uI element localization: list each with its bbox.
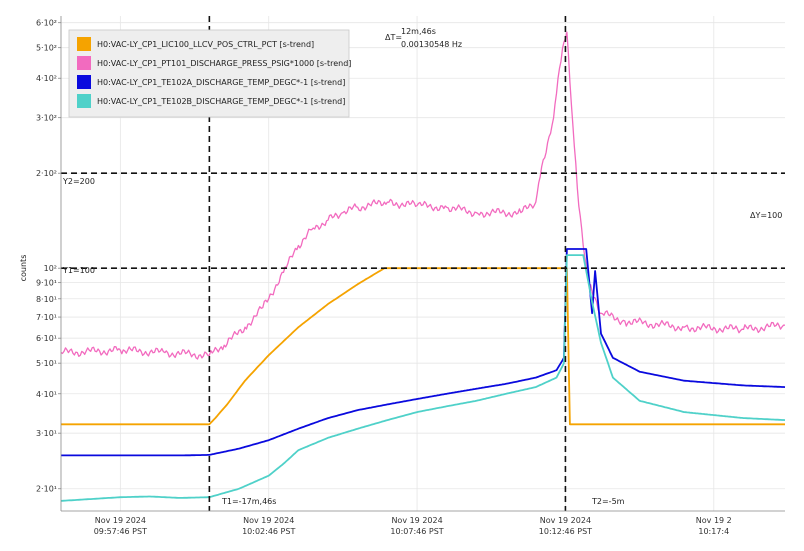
legend-swatch-2: [77, 56, 91, 70]
y-axis-ticks: 2·10¹ 3·10¹ 4·10¹ 5·10¹ 6·10¹ 7·10¹ 8·10¹ 9·10¹…: [36, 19, 61, 494]
legend: H0:VAC-LY_CP1_LIC100_LLCV_POS_CTRL_PCT […: [68, 29, 351, 118]
y-tick-label: 3·10²: [36, 114, 57, 123]
y-tick-label: 5·10¹: [36, 359, 57, 368]
y-tick-label: 9·10¹: [36, 279, 57, 288]
x-tick-label-time: 10:17:4: [698, 527, 729, 536]
x-tick-label-date: Nov 19 2024: [540, 516, 591, 525]
y-tick-label: 4·10²: [36, 74, 57, 83]
delta-t-freq: 0.00130548 Hz: [401, 40, 462, 49]
legend-swatch-1: [77, 37, 91, 51]
legend-swatch-3: [77, 75, 91, 89]
legend-entry-3: H0:VAC-LY_CP1_TE102A_DISCHARGE_TEMP_DEGC…: [97, 78, 345, 87]
y-tick-label: 8·10¹: [36, 295, 57, 304]
series-line-3: [61, 248, 786, 457]
delta-y-label: ΔY=100: [750, 211, 782, 220]
legend-entry-1: H0:VAC-LY_CP1_LIC100_LLCV_POS_CTRL_PCT […: [97, 40, 314, 49]
y-axis-label: counts: [19, 255, 28, 282]
x-axis-ticks: Nov 19 2024 09:57:46 PST Nov 19 2024 10:02:…: [94, 516, 732, 536]
cursor-t1-label: T1=-17m,46s: [221, 497, 276, 506]
y-tick-label: 3·10¹: [36, 429, 57, 438]
x-tick-label-date: Nov 19 2: [696, 516, 732, 525]
y-tick-label: 7·10¹: [36, 313, 57, 322]
y-tick-label: 2·10¹: [36, 485, 57, 494]
y-tick-label: 4·10¹: [36, 390, 57, 399]
delta-t-label: ΔT=: [385, 33, 402, 42]
x-tick-label-time: 10:02:46 PST: [242, 527, 295, 536]
series-line-2: [60, 31, 786, 360]
cursor-t2-label: T2=-5m: [591, 497, 625, 506]
legend-entry-2: H0:VAC-LY_CP1_PT101_DISCHARGE_PRESS_PSIG…: [97, 59, 351, 68]
x-tick-label-date: Nov 19 2024: [391, 516, 442, 525]
y-tick-label: 2·10²: [36, 169, 57, 178]
y-tick-label: 5·10²: [36, 44, 57, 53]
x-tick-label-time: 10:12:46 PST: [539, 527, 592, 536]
legend-box: [68, 29, 350, 118]
series-layer: [60, 31, 786, 502]
x-tick-label-date: Nov 19 2024: [243, 516, 294, 525]
cursor-y1-label: Y1=100: [62, 266, 95, 275]
cursor-y2-label: Y2=200: [62, 177, 95, 186]
series-line-4: [60, 254, 786, 502]
y-tick-label: 10²: [44, 264, 57, 273]
x-tick-label-time: 09:57:46 PST: [94, 527, 147, 536]
y-tick-label: 6·10¹: [36, 334, 57, 343]
x-tick-label-time: 10:07:46 PST: [390, 527, 443, 536]
legend-entry-4: H0:VAC-LY_CP1_TE102B_DISCHARGE_TEMP_DEGC…: [97, 97, 345, 106]
y-tick-label: 6·10²: [36, 19, 57, 28]
x-tick-label-date: Nov 19 2024: [95, 516, 146, 525]
delta-t-value: 12m,46s: [401, 27, 436, 36]
legend-swatch-4: [77, 94, 91, 108]
